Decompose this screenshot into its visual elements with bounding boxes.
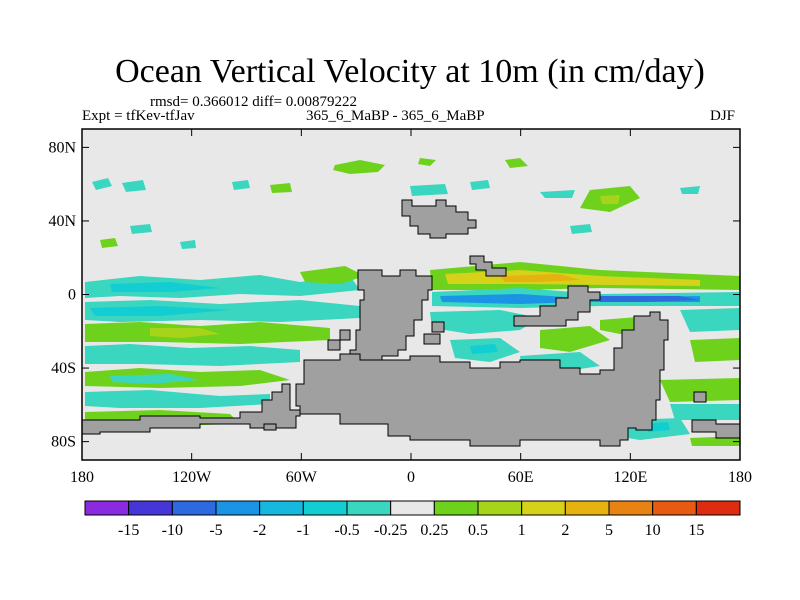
field-patch: [232, 180, 250, 190]
land-island: [513, 285, 601, 327]
field-patch: [333, 160, 385, 174]
field-patch: [300, 266, 365, 284]
field-patch: [270, 183, 292, 193]
colorbar-swatch: [521, 500, 566, 516]
colorbar-swatch: [302, 500, 348, 516]
x-tick-label: 0: [407, 469, 415, 486]
colorbar-label: 0.25: [420, 522, 448, 539]
colorbar-label: 0.5: [468, 522, 488, 539]
colorbar-swatch: [259, 500, 304, 516]
land-island: [469, 255, 507, 277]
field-patch: [92, 178, 112, 190]
axes: 180 120W 60W 0 60E 120E 180 80N 40N 0 40S 80S: [48, 129, 752, 486]
land-island: [263, 423, 277, 431]
field-patch: [122, 180, 146, 192]
colorbar-label: 1: [518, 522, 526, 539]
land-island: [339, 329, 351, 341]
colorbar-label: 5: [605, 522, 613, 539]
land-north-america: [401, 199, 477, 239]
colorbar-label: -1: [297, 522, 310, 539]
x-tick-label: 180: [70, 469, 94, 486]
x-tick-label: 120W: [172, 469, 212, 486]
colorbar-swatch: [564, 500, 610, 516]
field-patch: [505, 158, 528, 168]
colorbar-swatch: [477, 500, 523, 516]
model-label: 365_6_MaBP - 365_6_MaBP: [306, 108, 485, 124]
field-patch: [570, 224, 592, 234]
colorbar-label: 2: [561, 522, 569, 539]
colorbar-label: -2: [253, 522, 266, 539]
field-patch: [100, 238, 118, 248]
field-patch: [150, 328, 220, 338]
field-patch: [470, 180, 490, 190]
y-tick-label: 40N: [48, 213, 76, 230]
land-island: [423, 333, 441, 345]
colorbar-swatch: [128, 500, 173, 516]
colorbar-swatch: [215, 500, 261, 516]
field-patch: [690, 338, 740, 362]
x-tick-label: 120E: [613, 469, 647, 486]
field-patch: [180, 240, 196, 249]
colorbar-label: -10: [162, 522, 183, 539]
y-tick-label: 80S: [51, 434, 76, 451]
field-patch: [418, 158, 436, 166]
colorbar-swatch: [346, 500, 392, 516]
y-tick-label: 0: [68, 287, 76, 304]
field-patch: [540, 190, 575, 198]
land-masses: [81, 199, 741, 447]
field-patch: [85, 344, 300, 366]
colorbar-swatch: [433, 500, 479, 516]
field-patch: [430, 310, 540, 334]
season-label: DJF: [710, 108, 736, 124]
colorbar-swatch: [695, 500, 741, 516]
stats-text: rmsd= 0.366012 diff= 0.00879222: [150, 94, 358, 110]
chart-title: Ocean Vertical Velocity at 10m (in cm/da…: [115, 53, 705, 90]
colorbar-label: 10: [645, 522, 661, 539]
field-patch: [500, 274, 580, 282]
field-patch: [85, 275, 360, 298]
field-patch: [470, 344, 498, 354]
x-tick-label: 60W: [286, 469, 318, 486]
field-patch: [540, 326, 610, 352]
colorbar-swatch: [608, 500, 654, 516]
land-africa-west: [345, 269, 433, 379]
field-patch: [110, 282, 220, 292]
field-patch: [600, 195, 620, 204]
land-south-continent: [295, 311, 669, 447]
y-tick-label: 80N: [48, 139, 76, 156]
x-tick-label: 180: [728, 469, 752, 486]
colorbar-swatch: [652, 500, 697, 516]
colorbar: -15 -10 -5 -2 -1 -0.5 -0.25 0.25 0.5 1 2 5 10 15: [84, 500, 741, 539]
field-patch: [85, 300, 360, 322]
field-patch: [90, 306, 230, 316]
colorbar-label: -5: [209, 522, 222, 539]
field-patch: [670, 404, 740, 420]
field-patch: [130, 224, 152, 234]
land-island: [693, 391, 707, 403]
land-island: [431, 321, 445, 333]
x-tick-label: 60E: [508, 469, 534, 486]
colorbar-swatch: [171, 500, 217, 516]
colorbar-label: 15: [688, 522, 704, 539]
field-patch: [680, 308, 740, 332]
colorbar-label: -0.25: [374, 522, 407, 539]
land-island: [327, 339, 341, 351]
field-patch: [110, 374, 200, 384]
y-tick-label: 40S: [51, 360, 76, 377]
field-patch: [600, 296, 700, 302]
land-southwest-strip: [81, 383, 301, 435]
colorbar-label: -0.5: [334, 522, 359, 539]
field-patch: [85, 390, 270, 408]
colorbar-swatch: [390, 500, 435, 516]
experiment-label: Expt = tfKev-tfJav: [82, 108, 195, 124]
field-patch: [660, 378, 740, 402]
colorbar-label: -15: [118, 522, 139, 539]
field-patch: [680, 186, 700, 194]
field-patch: [410, 184, 448, 196]
colorbar-swatch: [84, 500, 130, 516]
